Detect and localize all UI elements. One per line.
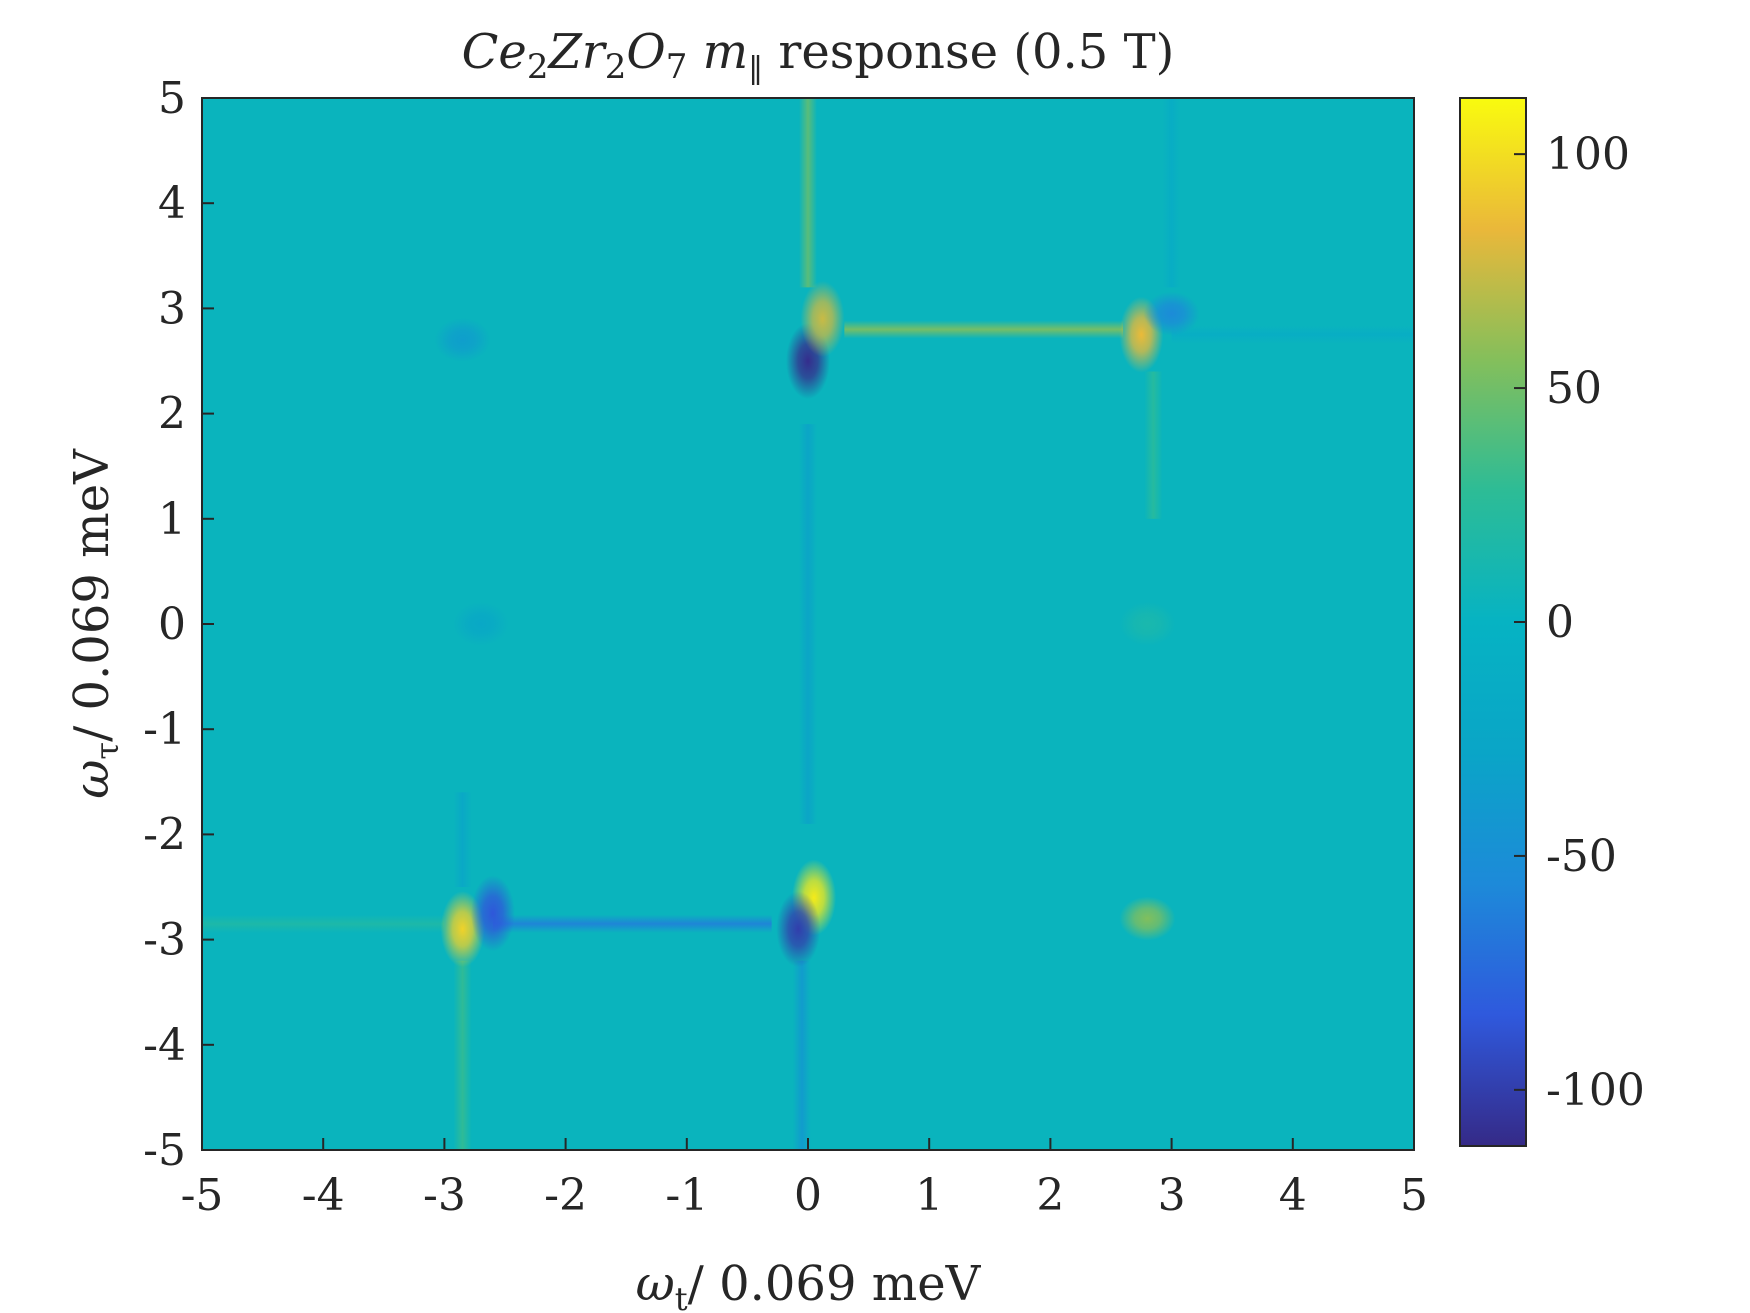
heatmap-ridge	[492, 914, 772, 933]
y-tick-label: -2	[143, 809, 186, 860]
x-tick-label: -1	[665, 1170, 708, 1221]
x-tick-label: -3	[423, 1170, 466, 1221]
chart-title: Ce2Zr2O7 m‖ response (0.5 T)	[462, 24, 1175, 87]
colorbar-ticks: -100 -50 0 50 100	[1514, 129, 1645, 1116]
title-sym3: O	[626, 24, 665, 80]
heatmap-spot	[452, 602, 509, 646]
ylabel-text: / 0.069 meV	[64, 448, 120, 742]
heatmap-ridge	[799, 98, 817, 288]
heatmap-ridge	[1171, 325, 1414, 344]
heatmap-ridge	[792, 960, 811, 1150]
heatmap-ridge	[453, 792, 472, 887]
heatmap-spot	[434, 317, 491, 362]
heatmap-spot	[1143, 291, 1200, 336]
y-tick-label: 0	[158, 599, 186, 650]
y-tick-label: 4	[158, 178, 186, 229]
heatmap-ridge	[844, 320, 1124, 339]
y-tick-label: -5	[143, 1125, 186, 1176]
x-tick-label: 3	[1158, 1170, 1186, 1221]
y-tick-label: -1	[143, 704, 186, 755]
colorbar-tick-label: -50	[1546, 831, 1617, 882]
heatmap-ridge	[202, 914, 445, 933]
heatmap-layer	[202, 98, 1414, 1150]
title-rest: response (0.5 T)	[763, 24, 1174, 80]
y-tick-label: 2	[158, 389, 186, 440]
x-axis-label: ωt/ 0.069 meV	[636, 1256, 982, 1313]
ylabel-symbol: ω	[64, 760, 120, 799]
ylabel-subscript: τ	[88, 742, 126, 760]
axes: -5 -4 -3 -2 -1 0 1 2 3 4 5 -5 -4 -3 -2 -1 0 1 2 3 4 5	[143, 73, 1428, 1221]
colorbar-tick-label: -100	[1546, 1065, 1645, 1116]
x-tick-label: 0	[794, 1170, 822, 1221]
title-sub1: 2	[527, 47, 549, 87]
title-sym4: m	[703, 24, 749, 80]
xlabel-text: / 0.069 meV	[688, 1256, 982, 1312]
x-tick-label: 2	[1036, 1170, 1064, 1221]
x-tick-label: -4	[302, 1170, 345, 1221]
heatmap-ridge	[799, 424, 817, 824]
xlabel-subscript: t	[675, 1280, 688, 1313]
y-tick-label: -4	[143, 1020, 186, 1071]
heatmap-spot	[776, 891, 821, 968]
heatmap-spot	[800, 280, 845, 357]
heatmap-ridge	[1162, 98, 1181, 288]
y-tick-label: -3	[143, 915, 186, 966]
title-sym1: Ce	[462, 24, 527, 80]
heatmap-spot	[1119, 896, 1176, 941]
colorbar: -100 -50 0 50 100	[1459, 97, 1645, 1147]
heatmap-ridge	[1144, 371, 1163, 519]
x-tick-label: 5	[1400, 1170, 1428, 1221]
x-tick-label: 1	[915, 1170, 943, 1221]
x-tick-label: -5	[181, 1170, 224, 1221]
colorbar-tick-label: 50	[1546, 363, 1602, 414]
title-sub3: 7	[666, 47, 688, 87]
heatmap-ridge	[453, 960, 472, 1150]
colorbar-tick-label: 100	[1546, 129, 1630, 180]
y-axis-label: ωτ/ 0.069 meV	[64, 448, 126, 799]
title-sub4: ‖	[748, 51, 763, 86]
y-tick-label: 3	[158, 283, 186, 334]
x-tick-label: -2	[544, 1170, 587, 1221]
heatmap-spot	[470, 875, 515, 952]
title-sub2: 2	[605, 47, 627, 87]
colorbar-tick-label: 0	[1546, 597, 1574, 648]
heatmap-spot	[1119, 602, 1176, 646]
y-tick-label: 5	[158, 73, 186, 124]
plot-area	[202, 98, 1414, 1150]
y-tick-label: 1	[158, 494, 186, 545]
title-sym2: Zr	[546, 24, 607, 80]
x-tick-label: 4	[1279, 1170, 1307, 1221]
xlabel-symbol: ω	[636, 1256, 675, 1312]
